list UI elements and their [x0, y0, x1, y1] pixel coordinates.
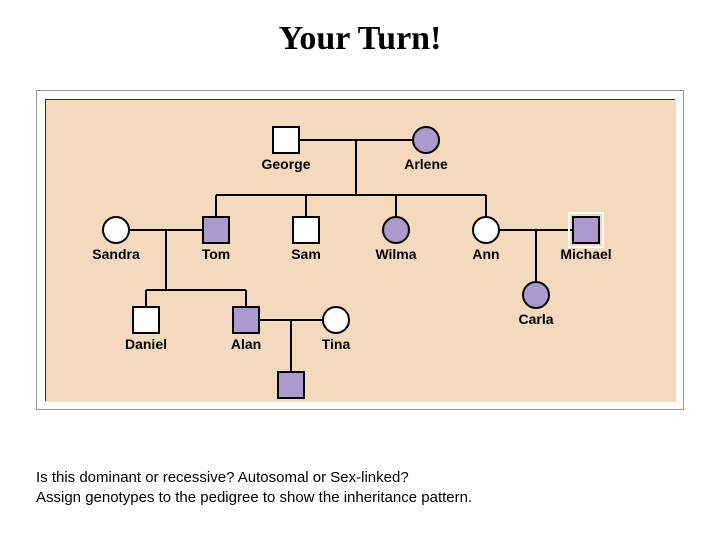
label-arlene: Arlene: [404, 156, 448, 172]
node-sam: [293, 217, 319, 243]
label-carla: Carla: [518, 311, 553, 327]
node-sandra: [103, 217, 129, 243]
label-tina: Tina: [322, 336, 351, 352]
label-michael: Michael: [560, 246, 611, 262]
node-wilma: [383, 217, 409, 243]
question-line-2: Assign genotypes to the pedigree to show…: [36, 488, 472, 508]
question-line-1: Is this dominant or recessive? Autosomal…: [36, 468, 472, 488]
label-christopher: Christopher: [251, 401, 331, 402]
node-michael: [573, 217, 599, 243]
page-title: Your Turn!: [0, 20, 720, 58]
label-daniel: Daniel: [125, 336, 167, 352]
node-george: [273, 127, 299, 153]
node-alan: [233, 307, 259, 333]
node-arlene: [413, 127, 439, 153]
pedigree-diagram: George Arlene Sandra Tom Sam Wilma Ann Michael D…: [45, 99, 675, 401]
pedigree-container: George Arlene Sandra Tom Sam Wilma Ann Michael D…: [36, 90, 684, 410]
label-george: George: [261, 156, 310, 172]
question-text: Is this dominant or recessive? Autosomal…: [36, 468, 472, 507]
node-daniel: [133, 307, 159, 333]
label-ann: Ann: [472, 246, 499, 262]
node-tina: [323, 307, 349, 333]
label-sam: Sam: [291, 246, 321, 262]
label-sandra: Sandra: [92, 246, 140, 262]
node-carla: [523, 282, 549, 308]
label-wilma: Wilma: [375, 246, 416, 262]
node-ann: [473, 217, 499, 243]
node-tom: [203, 217, 229, 243]
label-tom: Tom: [202, 246, 231, 262]
label-alan: Alan: [231, 336, 261, 352]
node-christopher: [278, 372, 304, 398]
